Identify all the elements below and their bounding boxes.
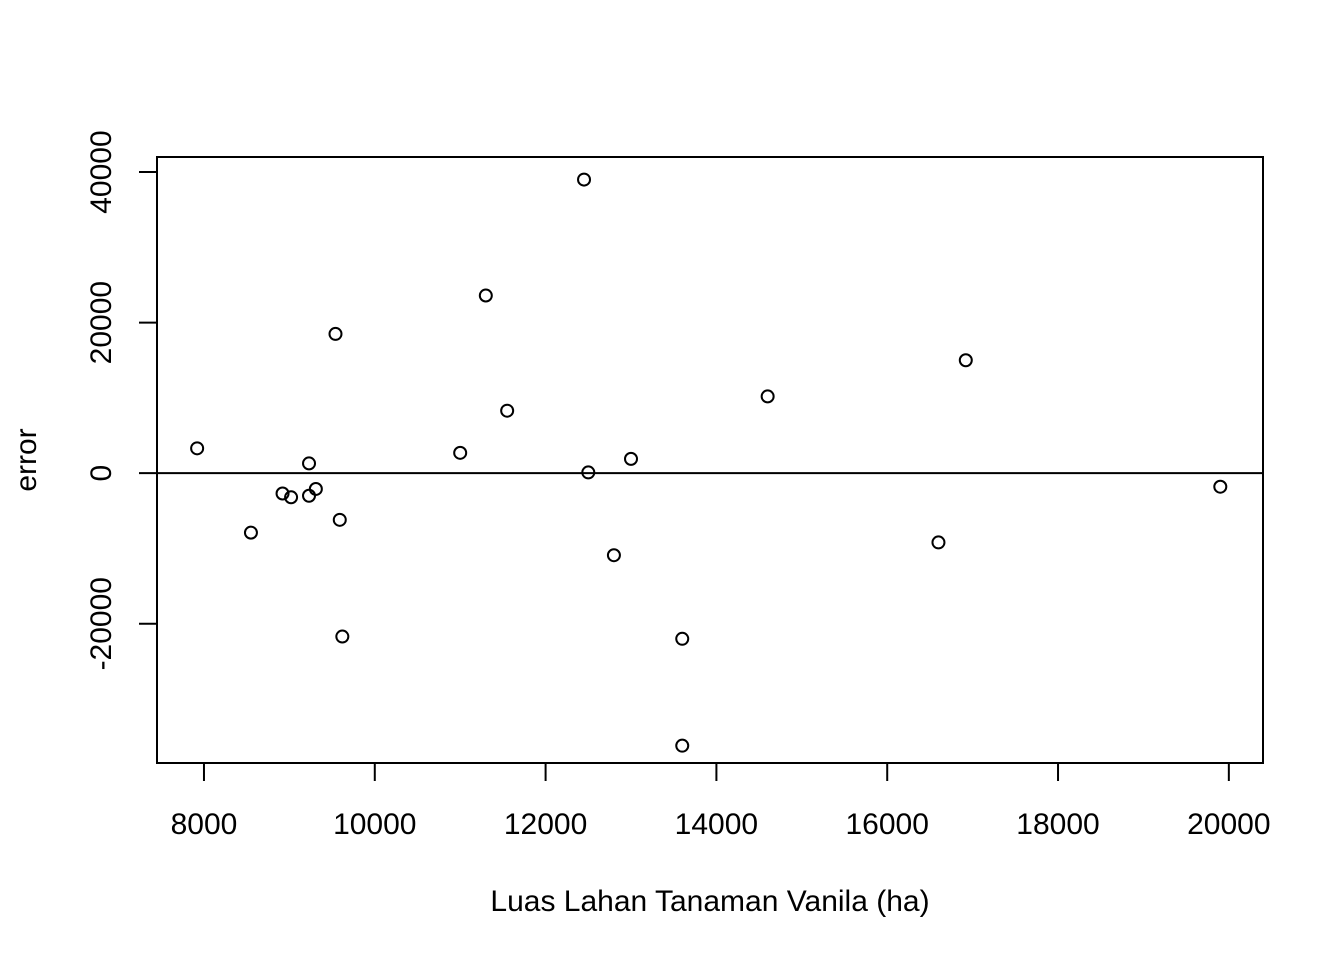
data-point (675, 631, 690, 646)
data-point (302, 488, 317, 503)
data-point (1213, 479, 1228, 494)
data-point (760, 389, 775, 404)
data-point (624, 451, 638, 466)
data-point (190, 441, 205, 456)
data-point (500, 403, 515, 418)
data-point (581, 465, 596, 480)
data-point (577, 172, 592, 187)
data-points (190, 172, 1228, 753)
data-point (243, 525, 258, 540)
x-tick-label: 10000 (333, 808, 416, 841)
data-point (606, 548, 621, 563)
data-point (308, 481, 323, 496)
data-point (453, 445, 468, 460)
y-tick-label: 20000 (85, 281, 118, 364)
y-tick-label: 0 (85, 465, 118, 482)
x-axis: 8000 10000 12000 14000 16000 18000 20000 (171, 762, 1271, 841)
x-axis-label: Luas Lahan Tanaman Vanila (ha) (490, 885, 929, 918)
y-tick-label: 40000 (85, 130, 118, 213)
data-point (332, 512, 347, 527)
data-point (931, 535, 946, 550)
data-point (302, 456, 317, 471)
x-tick-label: 8000 (171, 808, 238, 841)
data-point (675, 738, 690, 753)
data-point (478, 288, 493, 303)
data-point (958, 353, 973, 368)
data-point (284, 490, 299, 505)
y-tick-label: -20000 (85, 577, 118, 670)
y-axis-label: error (10, 428, 43, 491)
data-point (328, 326, 343, 341)
y-axis: -20000 0 20000 40000 (85, 130, 158, 670)
x-tick-label: 16000 (845, 808, 928, 841)
x-tick-label: 12000 (504, 808, 587, 841)
x-tick-label: 18000 (1016, 808, 1099, 841)
data-point (275, 486, 290, 501)
x-tick-label: 20000 (1187, 808, 1270, 841)
x-tick-label: 14000 (675, 808, 758, 841)
plot-box (156, 156, 1264, 764)
data-point (335, 629, 350, 644)
